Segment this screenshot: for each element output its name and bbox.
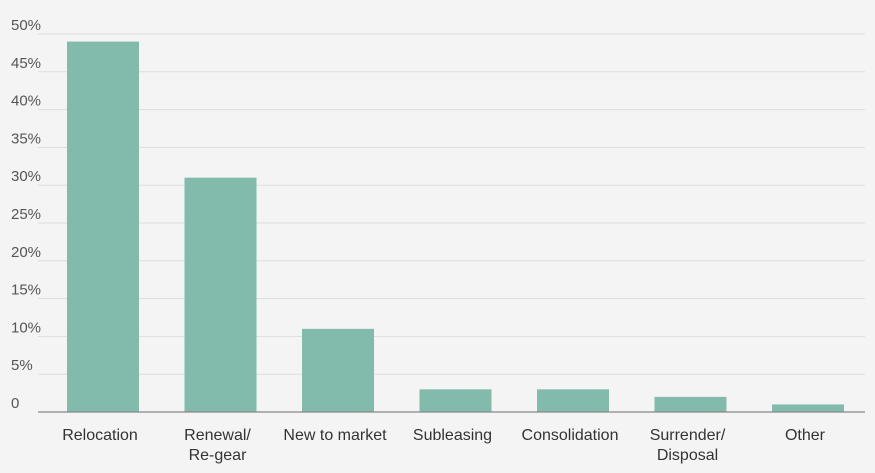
bar xyxy=(772,404,844,412)
bar xyxy=(654,396,727,412)
bars xyxy=(67,41,844,413)
y-tick-label: 25% xyxy=(11,206,41,223)
bar xyxy=(419,389,492,412)
x-category-label: Consolidation xyxy=(522,427,619,444)
y-tick-label: 5% xyxy=(11,357,33,374)
y-tick-label: 35% xyxy=(11,130,41,147)
x-axis-labels: Relocation Renewal/Re-gear New to market Su… xyxy=(62,427,825,464)
x-category-label: Disposal xyxy=(657,447,718,464)
y-tick-label: 15% xyxy=(11,282,41,299)
y-tick-label: 30% xyxy=(11,168,41,185)
x-category-label: Other xyxy=(785,427,826,444)
x-category-label: Re-gear xyxy=(189,447,247,464)
y-tick-label: 0 xyxy=(11,395,19,412)
bar xyxy=(67,41,139,413)
y-tick-label: 45% xyxy=(11,55,41,72)
y-tick-label: 40% xyxy=(11,93,41,110)
y-tick-label: 50% xyxy=(11,17,41,34)
y-tick-label: 20% xyxy=(11,244,41,261)
x-category-label: Renewal/ xyxy=(184,427,251,444)
y-axis-ticks: 0 5% 10% 15% 20% 25% 30% 35% 40% 45% 50% xyxy=(11,17,41,412)
x-category-label: Subleasing xyxy=(413,427,492,444)
bar xyxy=(302,328,374,412)
bar xyxy=(184,177,257,412)
y-tick-label: 10% xyxy=(11,319,41,336)
x-category-label: Surrender/ xyxy=(650,427,726,444)
x-category-label: Relocation xyxy=(62,427,138,444)
bar xyxy=(537,389,609,412)
x-category-label: New to market xyxy=(283,427,387,444)
gridlines xyxy=(38,33,865,375)
